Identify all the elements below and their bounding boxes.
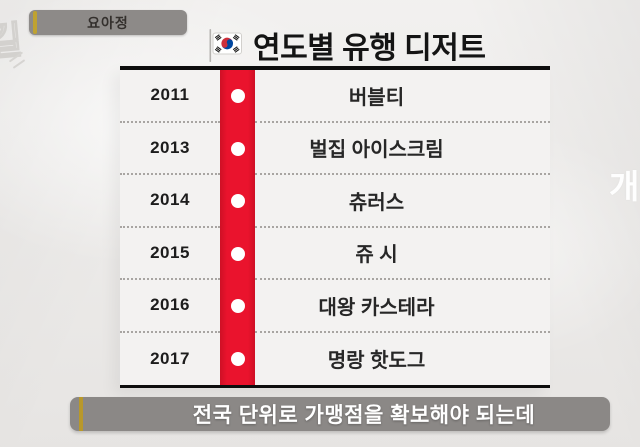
korea-flag-icon (208, 28, 244, 69)
background-partial-text: 개 (609, 168, 640, 205)
topic-badge: 요아정 (29, 10, 187, 35)
table-row: 2011 버블티 (120, 70, 550, 123)
topic-badge-label: 요아정 (87, 14, 129, 31)
timeline-band (220, 175, 255, 228)
timeline-band (220, 122, 255, 175)
page-title: 연도별 유행 디저트 (253, 31, 486, 65)
timeline-dot-icon (230, 299, 245, 314)
row-year: 2011 (120, 70, 220, 123)
row-dessert: 명랑 핫도그 (327, 350, 426, 373)
timeline-dot-icon (230, 89, 245, 104)
row-dessert: 버블티 (255, 70, 550, 123)
table-row: 2016 대왕 카스테라 (120, 280, 550, 333)
row-year: 2016 (120, 280, 220, 333)
topic-badge-gold-stripe (33, 11, 37, 34)
timeline-band (220, 227, 255, 280)
table-row: 2014 츄러스 (120, 175, 550, 228)
table-row: 2013 벌집 아이스크림 (120, 122, 550, 175)
row-dessert: 대왕 카스테라 (255, 280, 550, 333)
table-row: 2015 쥬 시 (120, 227, 550, 280)
caption-gold-stripe (79, 397, 83, 431)
row-year: 2015 (120, 228, 220, 280)
timeline-band (220, 280, 255, 333)
dessert-table: 2011 버블티 2013 벌집 아이스크림 2014 츄러스 2015 쥬 시… (120, 66, 550, 388)
timeline-dot-icon (230, 194, 245, 209)
row-dessert: 츄러스 (255, 175, 550, 228)
row-year: 2017 (150, 348, 190, 368)
caption-text: 전국 단위로 가맹점을 확보해야 되는데 (192, 404, 536, 427)
timeline-band (220, 70, 255, 123)
row-dessert: 쥬 시 (255, 228, 550, 280)
table-row: 2017 명랑 핫도그 (120, 332, 550, 385)
timeline-dot-icon (230, 246, 245, 261)
timeline-dot-icon (230, 351, 245, 366)
row-year: 2013 (120, 123, 220, 175)
title-bar: 연도별 유행 디저트 (208, 28, 486, 69)
row-dessert: 벌집 아이스크림 (255, 123, 550, 175)
row-year: 2014 (120, 175, 220, 228)
timeline-dot-icon (230, 141, 245, 156)
caption-bar: 전국 단위로 가맹점을 확보해야 되는데 (70, 397, 610, 431)
timeline-band (220, 332, 255, 385)
